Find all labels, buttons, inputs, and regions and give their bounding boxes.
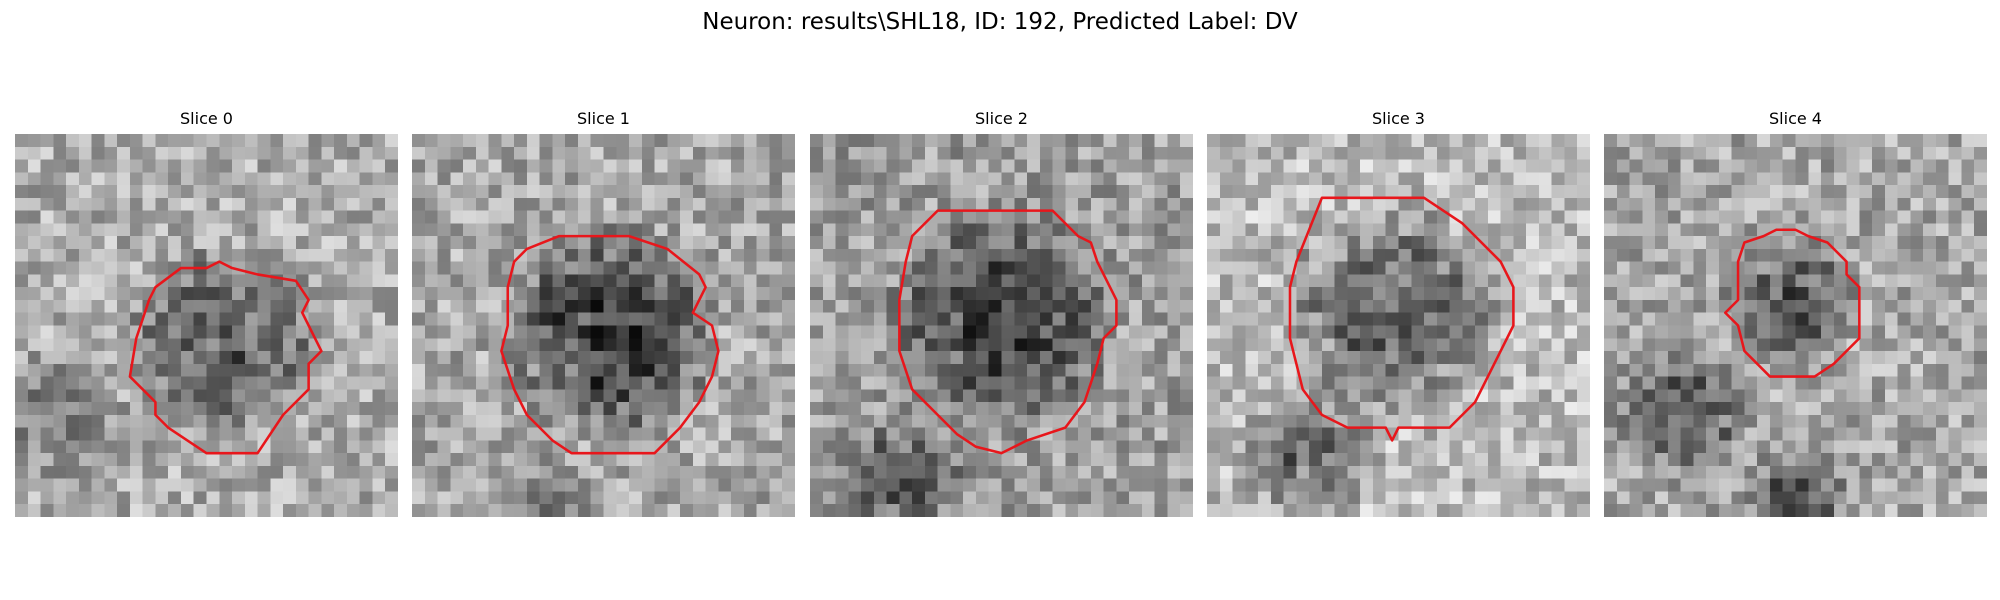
slice-panel-4: Slice 4 (1604, 109, 1987, 517)
pixel-grid (1604, 134, 1987, 517)
roi-contour-3 (1288, 196, 1515, 442)
slice-panel-0: Slice 0 (15, 109, 398, 517)
slice-image-0 (15, 134, 398, 517)
slice-image-1 (412, 134, 795, 517)
slice-title-0: Slice 0 (180, 109, 233, 128)
roi-contour-4 (1724, 228, 1861, 378)
pixel-grid (810, 134, 1193, 517)
slice-heatmap-1 (412, 134, 795, 517)
slice-heatmap-4 (1604, 134, 1987, 517)
slice-heatmap-3 (1207, 134, 1590, 517)
slice-image-2 (810, 134, 1193, 517)
slice-heatmap-2 (810, 134, 1193, 517)
slice-panel-3: Slice 3 (1207, 109, 1590, 517)
roi-contour-0 (128, 260, 323, 455)
slice-title-1: Slice 1 (577, 109, 630, 128)
pixel-grid (15, 134, 398, 517)
roi-contour-1 (500, 234, 720, 455)
slice-image-4 (1604, 134, 1987, 517)
slice-image-3 (1207, 134, 1590, 517)
slice-panel-2: Slice 2 (810, 109, 1193, 517)
figure-title: Neuron: results\SHL18, ID: 192, Predicte… (702, 9, 1298, 35)
pixel-grid (412, 134, 795, 517)
slice-title-4: Slice 4 (1769, 109, 1822, 128)
slice-heatmap-0 (15, 134, 398, 517)
slice-panel-1: Slice 1 (412, 109, 795, 517)
slice-title-2: Slice 2 (975, 109, 1028, 128)
pixel-grid (1207, 134, 1590, 517)
slice-title-3: Slice 3 (1372, 109, 1425, 128)
roi-contour-2 (898, 209, 1118, 455)
